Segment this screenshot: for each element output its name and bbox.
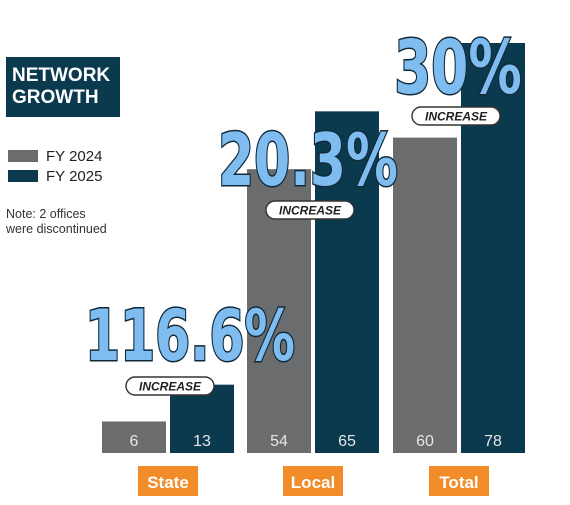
bar-state-fy-2025 bbox=[170, 384, 234, 453]
legend: FY 2024 FY 2025 bbox=[8, 146, 102, 186]
legend-item-fy2025: FY 2025 bbox=[8, 166, 102, 186]
increase-pill-local bbox=[265, 200, 355, 220]
bar-local-fy-2025 bbox=[315, 111, 379, 453]
percent-annotation-local: 20.3% bbox=[218, 118, 398, 202]
increase-pill-state bbox=[125, 376, 215, 396]
legend-swatch-fy2024 bbox=[8, 150, 38, 162]
legend-label-fy2024: FY 2024 bbox=[46, 147, 103, 165]
bar-total-fy-2024 bbox=[393, 137, 457, 453]
chart-title: NETWORK GROWTH bbox=[6, 57, 120, 117]
value-label-state-fy-2024: 6 bbox=[130, 433, 139, 450]
value-label-total-fy-2024: 60 bbox=[416, 433, 434, 450]
legend-label-fy2025: FY 2025 bbox=[46, 167, 103, 185]
value-label-total-fy-2025: 78 bbox=[484, 433, 502, 450]
percent-annotation-total: 30% bbox=[394, 25, 522, 111]
value-label-local-fy-2024: 54 bbox=[270, 433, 288, 450]
chart-note-line2: were discontinued bbox=[6, 222, 107, 236]
chart-note: Note: 2 offices were discontinued bbox=[6, 207, 136, 237]
bar-state-fy-2024 bbox=[102, 421, 166, 453]
category-label-local: Local bbox=[291, 473, 335, 492]
category-box-total bbox=[429, 466, 489, 496]
increase-label-total: INCREASE bbox=[425, 110, 488, 124]
chart-note-line1: Note: 2 offices bbox=[6, 207, 86, 221]
percent-annotation-state: 116.6% bbox=[85, 296, 295, 377]
chart-title-line1: NETWORK bbox=[12, 65, 111, 86]
legend-item-fy2024: FY 2024 bbox=[8, 146, 102, 166]
category-box-state bbox=[138, 466, 198, 496]
increase-label-state: INCREASE bbox=[139, 380, 202, 394]
increase-pill-total bbox=[411, 106, 501, 126]
value-label-state-fy-2025: 13 bbox=[193, 433, 211, 450]
increase-label-local: INCREASE bbox=[279, 204, 342, 218]
value-label-local-fy-2025: 65 bbox=[338, 433, 356, 450]
category-box-local bbox=[283, 466, 343, 496]
legend-swatch-fy2025 bbox=[8, 170, 38, 182]
chart-title-line2: GROWTH bbox=[12, 87, 99, 108]
category-label-total: Total bbox=[439, 473, 478, 492]
category-label-state: State bbox=[147, 473, 189, 492]
